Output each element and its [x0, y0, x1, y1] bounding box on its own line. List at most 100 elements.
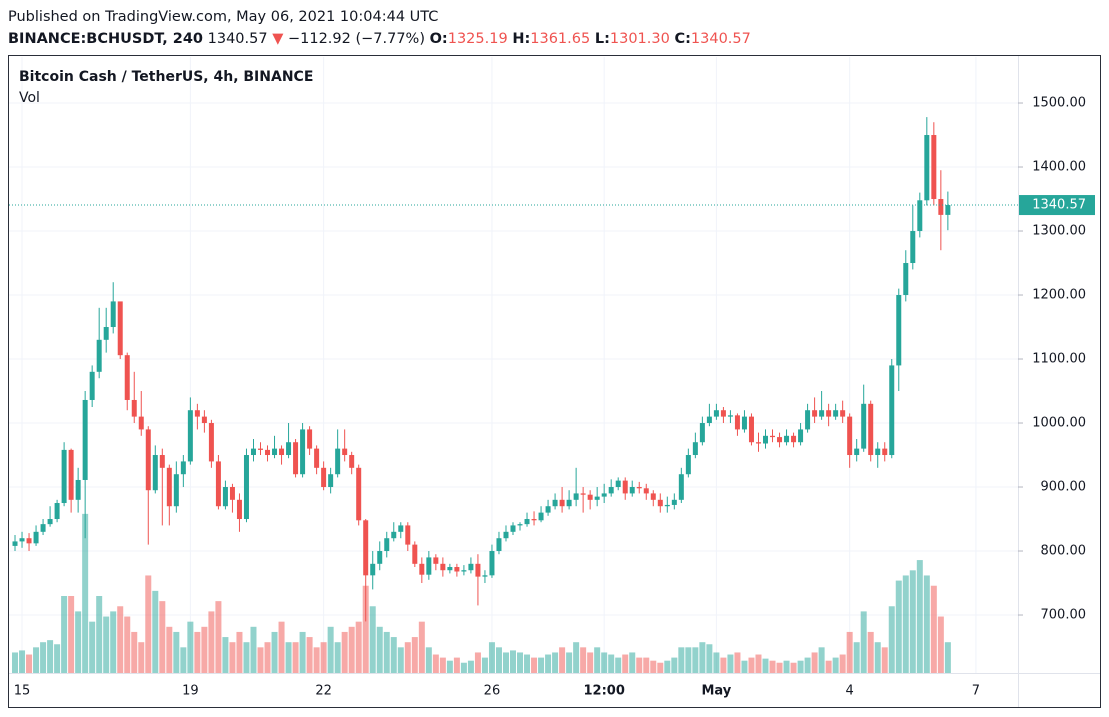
- candle-body: [61, 449, 67, 504]
- candle-body: [706, 416, 712, 424]
- volume-bar: [306, 637, 313, 673]
- volume-bar: [622, 654, 629, 673]
- ohlc-key: O:: [429, 31, 448, 47]
- volume-bar: [706, 644, 713, 673]
- candle-body: [685, 455, 691, 475]
- volume-bar: [376, 626, 383, 673]
- candle-body: [26, 538, 32, 544]
- volume-bar: [671, 657, 678, 673]
- candle-body: [678, 474, 684, 500]
- volume-bar: [923, 575, 930, 673]
- volume-bar: [110, 611, 117, 673]
- candle-body: [524, 519, 530, 525]
- volume-bar: [769, 660, 776, 673]
- candle-body: [545, 506, 551, 513]
- candle-body: [791, 435, 797, 443]
- candle-body: [82, 399, 88, 480]
- candle-body: [910, 231, 916, 264]
- volume-bar: [369, 606, 376, 673]
- volume-bar: [166, 626, 173, 673]
- candle-body: [552, 499, 558, 507]
- volume-bar: [341, 631, 348, 673]
- candle-body: [812, 410, 818, 417]
- volume-bar: [355, 621, 362, 673]
- ohlc-key: H:: [512, 31, 531, 47]
- header: Published on TradingView.com, May 06, 20…: [8, 6, 751, 50]
- candle-body: [468, 563, 474, 571]
- candle-body: [286, 442, 292, 456]
- volume: [12, 513, 951, 673]
- candle-body: [265, 449, 271, 456]
- candle-body: [131, 399, 137, 417]
- candle-body: [734, 415, 740, 430]
- candle-body: [426, 557, 432, 575]
- volume-bar: [145, 575, 152, 673]
- candle-body: [580, 493, 586, 495]
- candle-body: [461, 570, 467, 572]
- volume-bar: [299, 631, 306, 673]
- volume-bar: [208, 611, 215, 673]
- candle-body: [587, 494, 593, 500]
- volume-bar: [54, 644, 61, 673]
- candle-body: [608, 487, 614, 494]
- ohlc: O:1325.19 H:1361.65 L:1301.30 C:1340.57: [430, 31, 751, 47]
- x-tick-label: 19: [182, 684, 199, 699]
- volume-bar: [860, 611, 867, 673]
- candle-body: [594, 496, 600, 500]
- candle-body: [531, 519, 537, 521]
- volume-bar: [566, 652, 573, 673]
- volume-bar: [250, 626, 257, 673]
- candle-body: [671, 499, 677, 505]
- volume-bar: [944, 642, 951, 673]
- candle-body: [229, 487, 235, 500]
- x-tick-label: May: [702, 684, 732, 699]
- candle-body: [664, 504, 670, 507]
- volume-bar: [755, 654, 762, 673]
- candle-body: [566, 499, 572, 507]
- ohlc-key: C:: [674, 31, 691, 47]
- candle-body: [321, 467, 327, 488]
- volume-bar: [818, 647, 825, 673]
- candle-body: [903, 263, 909, 296]
- candles: [12, 117, 951, 622]
- volume-bar: [678, 647, 685, 673]
- ohlc-value: 1340.57: [690, 31, 751, 47]
- volume-bar: [320, 642, 327, 673]
- volume-bar: [832, 657, 839, 673]
- volume-bar: [215, 601, 222, 673]
- candle-body: [748, 416, 754, 443]
- candle-body: [342, 448, 348, 456]
- candle-body: [650, 493, 656, 500]
- quote-line: BINANCE:BCHUSDT, 240 1340.57 ▼ −112.92 (…: [8, 28, 751, 50]
- volume-bar: [313, 647, 320, 673]
- candle-body: [924, 135, 930, 201]
- volume-bar: [559, 647, 566, 673]
- volume-bar: [222, 637, 229, 673]
- volume-bar: [103, 616, 110, 673]
- candle-body: [307, 429, 313, 449]
- candle-body: [152, 455, 158, 491]
- volume-bar: [867, 631, 874, 673]
- candle-body: [405, 525, 411, 545]
- volume-bar: [131, 631, 138, 673]
- volume-bar: [75, 611, 82, 673]
- volume-bar: [257, 647, 264, 673]
- volume-bar: [720, 657, 727, 673]
- candle-body: [917, 200, 923, 232]
- candle-body: [440, 563, 446, 571]
- volume-bar: [334, 642, 341, 673]
- candle-body: [258, 448, 263, 450]
- volume-bar: [159, 601, 166, 673]
- y-tick-label: 1400.00: [1032, 160, 1086, 175]
- chart-title: Bitcoin Cash / TetherUS, 4h, BINANCE: [19, 69, 313, 85]
- volume-bar: [790, 662, 797, 673]
- candle-body: [412, 544, 418, 564]
- last-price-label: 1340.57: [1032, 198, 1086, 213]
- volume-bar: [96, 596, 103, 673]
- candle-body: [692, 442, 698, 456]
- volume-bar: [89, 621, 96, 673]
- candle-body: [68, 449, 74, 500]
- volume-bar: [552, 652, 559, 673]
- x-tick-label: 22: [315, 684, 332, 699]
